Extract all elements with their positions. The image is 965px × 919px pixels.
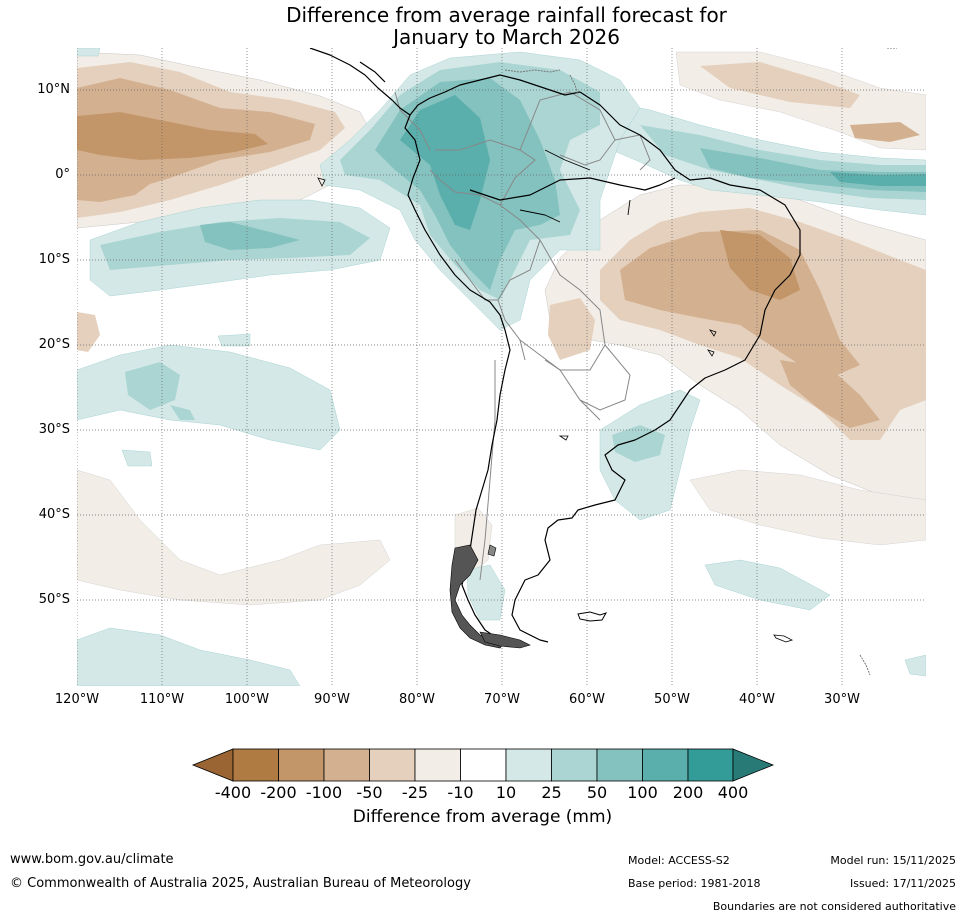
colorbar-swatch bbox=[414, 748, 461, 782]
colorbar-tick: -10 bbox=[447, 783, 474, 802]
colorbar-extend-high bbox=[732, 748, 775, 782]
rainfall-anomaly-layer bbox=[77, 48, 926, 686]
colorbar-tick: 25 bbox=[541, 783, 562, 802]
colorbar-tick: -100 bbox=[305, 783, 343, 802]
dry-area-west-small bbox=[77, 312, 100, 352]
footer-disclaimer: Boundaries are not considered authoritat… bbox=[712, 900, 956, 913]
colorbar-tick: -25 bbox=[401, 783, 429, 802]
falkland-islands bbox=[577, 611, 608, 622]
footer-issued: Issued: 17/11/2025 bbox=[849, 877, 956, 890]
dry-area-pacific-north-4 bbox=[77, 112, 268, 160]
lat-label-10n: 10°N bbox=[37, 82, 70, 97]
footer-base-period: Base period: 1981-2018 bbox=[628, 877, 761, 890]
colorbar-tick: 10 bbox=[495, 783, 517, 802]
colorbar-tick: 50 bbox=[586, 783, 608, 802]
lat-label-30s: 30°S bbox=[38, 422, 70, 437]
wet-area-south-atlantic bbox=[704, 559, 831, 611]
lon-label-110w: 110°W bbox=[139, 692, 185, 707]
wet-area-pacific-south-3 bbox=[170, 405, 195, 420]
footer-model: Model: ACCESS-S2 bbox=[628, 854, 730, 867]
lon-label-70w: 70°W bbox=[484, 692, 520, 707]
colorbar-tick: -200 bbox=[260, 783, 297, 802]
lat-label-50s: 50°S bbox=[38, 592, 70, 607]
colorbar-swatch bbox=[323, 748, 370, 782]
lat-label-40s: 40°S bbox=[38, 507, 70, 522]
dry-area-pacific-eq bbox=[77, 176, 150, 202]
wet-area-pacific-tongue-3 bbox=[200, 222, 300, 250]
title-line-2: January to March 2026 bbox=[393, 25, 620, 49]
lon-label-40w: 40°W bbox=[739, 692, 775, 707]
wet-area-andes-4 bbox=[400, 95, 490, 230]
small-islands bbox=[317, 177, 794, 643]
lon-label-30w: 30°W bbox=[824, 692, 860, 707]
gridlines bbox=[77, 48, 926, 686]
dry-area-brazil-4 bbox=[780, 360, 880, 428]
dry-area-brazil-3 bbox=[620, 230, 860, 378]
colorbar-swatch bbox=[505, 748, 552, 782]
colorbar-extend-low bbox=[191, 748, 234, 782]
lon-label-100w: 100°W bbox=[224, 692, 270, 707]
colorbar-swatch bbox=[551, 748, 598, 782]
dry-area-brazil-5 bbox=[720, 230, 800, 300]
colorbar-tick: 100 bbox=[627, 783, 658, 802]
footer-copyright: © Commonwealth of Australia 2025, Austra… bbox=[10, 876, 471, 891]
wet-area-west-small bbox=[121, 449, 153, 467]
dry-area-atlantic-south bbox=[689, 469, 926, 546]
colorbar-tick: 200 bbox=[672, 783, 704, 802]
colorbar-swatch bbox=[687, 748, 734, 782]
country-borders bbox=[394, 91, 651, 581]
lon-label-50w: 50°W bbox=[654, 692, 690, 707]
colorbar-swatch bbox=[596, 748, 643, 782]
wet-area-west-small-2 bbox=[217, 333, 251, 347]
title-line-1: Difference from average rainfall forecas… bbox=[286, 3, 727, 27]
colorbar-swatch bbox=[278, 748, 325, 782]
chart-title: Difference from average rainfall forecas… bbox=[0, 4, 965, 48]
dry-area-atlantic-north-3 bbox=[850, 122, 920, 142]
colorbar-tick: 400 bbox=[717, 783, 749, 802]
wet-area-uruguay-2 bbox=[612, 425, 665, 462]
colorbar-label: Difference from average (mm) bbox=[352, 807, 613, 827]
colorbar bbox=[191, 748, 775, 782]
colorbar-swatch bbox=[369, 748, 416, 782]
lat-label-0: 0° bbox=[55, 167, 70, 182]
dry-area-atlantic-north-2 bbox=[700, 62, 860, 108]
colorbar-swatch bbox=[460, 748, 507, 782]
dry-area-central bbox=[548, 298, 595, 360]
lon-label-90w: 90°W bbox=[314, 692, 350, 707]
colorbar-tick: -400 bbox=[214, 783, 252, 802]
wet-area-atlantic-eq-4 bbox=[830, 172, 926, 186]
colorbar-swatch bbox=[232, 748, 279, 782]
footer-model-run: Model run: 15/11/2025 bbox=[830, 854, 956, 867]
colorbar-tick: -50 bbox=[356, 783, 383, 802]
wet-area-pacific-south-2 bbox=[125, 362, 180, 410]
wet-area-pacific-top bbox=[77, 48, 101, 57]
lon-label-60w: 60°W bbox=[569, 692, 605, 707]
footer-url[interactable]: www.bom.gov.au/climate bbox=[10, 852, 174, 867]
colorbar-swatch bbox=[642, 748, 689, 782]
lon-label-80w: 80°W bbox=[399, 692, 435, 707]
lat-label-20s: 20°S bbox=[38, 337, 70, 352]
wet-area-patagonia bbox=[466, 564, 506, 621]
wet-area-south-pacific-low bbox=[77, 627, 301, 686]
coastline bbox=[309, 48, 801, 646]
lon-label-120w: 120°W bbox=[54, 692, 100, 707]
lat-label-10s: 10°S bbox=[38, 252, 70, 267]
southern-tip-islands bbox=[449, 544, 531, 649]
dry-area-pacific-south bbox=[77, 469, 391, 606]
caribbean-islands bbox=[504, 48, 897, 676]
wet-area-south-east-small bbox=[904, 654, 926, 677]
